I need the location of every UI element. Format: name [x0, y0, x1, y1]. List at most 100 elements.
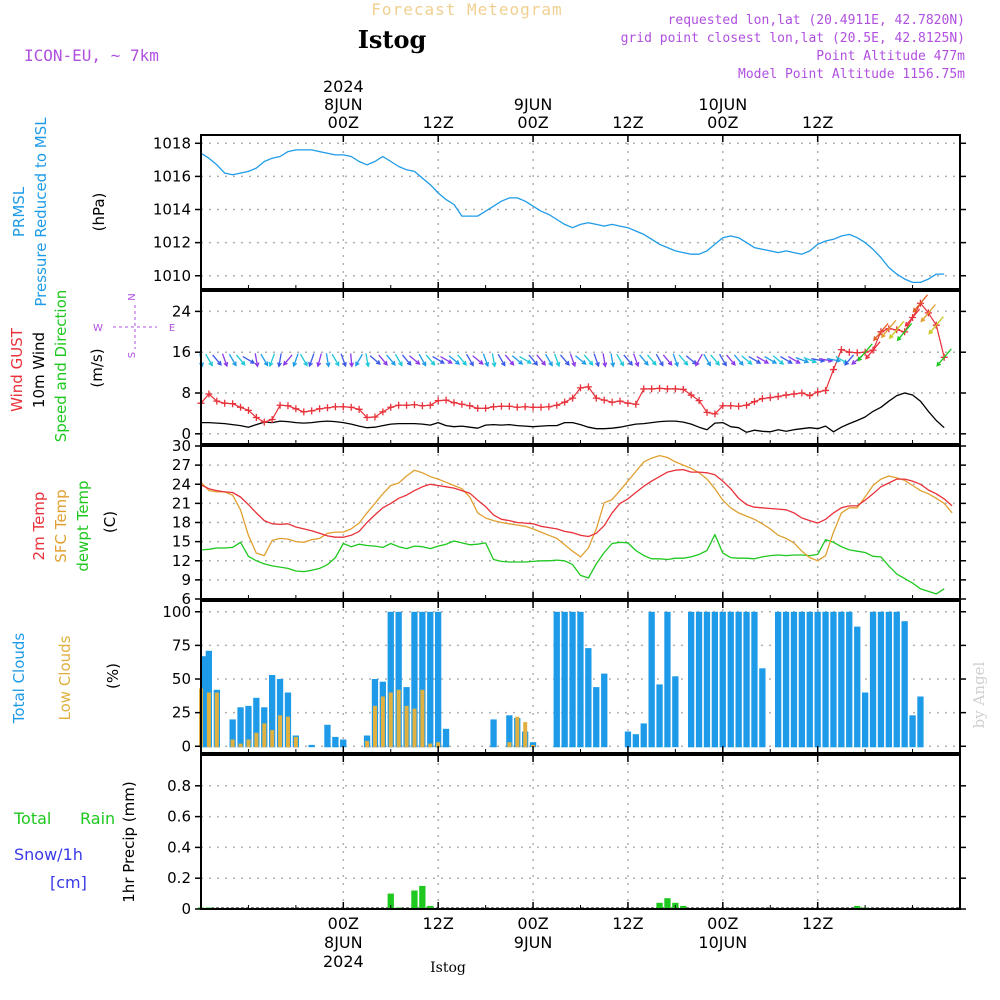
gust-label: Wind GUST: [8, 327, 26, 412]
low-cloud-bar: [515, 716, 520, 748]
precip-snow-unit: [cm]: [50, 873, 87, 892]
temperature-ytick-label: 30: [172, 437, 191, 455]
wind-direction-arrow: [803, 356, 818, 364]
wind-direction-arrow: [519, 356, 532, 364]
precip-frame: [200, 754, 961, 910]
gust-marker: [221, 399, 229, 407]
clouds-unit: (%): [104, 663, 122, 689]
total-cloud-bar: [751, 611, 758, 748]
wind-direction-arrow: [672, 353, 679, 368]
total-cloud-bar: [577, 611, 584, 748]
pressure-line: [200, 149, 945, 284]
wind-direction-arrow: [904, 308, 921, 327]
dewpt-line: [200, 533, 945, 595]
tick-labels-layer: 1010101210141016101808162469121518212427…: [8, 77, 833, 971]
gust-marker: [229, 400, 237, 408]
wind-direction-arrow: [844, 354, 854, 366]
bottom-day-label: 8JUN: [324, 933, 363, 952]
low-cloud-bar: [254, 732, 259, 748]
total-cloud-bar: [529, 742, 537, 748]
wind-direction-arrow: [466, 353, 474, 367]
pressure-ytick-label: 1012: [153, 234, 191, 252]
low-cloud-bar: [246, 739, 251, 748]
low-cloud-bar: [365, 740, 370, 748]
wind-direction-arrow: [418, 353, 427, 367]
total-cloud-bar: [269, 675, 276, 748]
compass-south: S: [127, 352, 138, 358]
total-cloud-bar: [553, 611, 560, 748]
temperature-ytick-label: 12: [172, 552, 191, 570]
wind-direction-arrow: [242, 356, 256, 364]
gust-marker: [774, 393, 782, 401]
top-hour-label: 12Z: [612, 113, 643, 132]
low-clouds-label: Low Clouds: [56, 635, 74, 720]
wind-direction-arrow: [448, 355, 461, 365]
wind-direction-arrow: [260, 353, 269, 367]
gust-marker: [743, 401, 751, 409]
bottom-hour-label: 12Z: [802, 914, 833, 933]
total-cloud-bar: [703, 611, 711, 748]
total-cloud-bar: [656, 684, 663, 748]
supertitle: Forecast Meteogram: [371, 0, 562, 19]
location-title: Istog: [358, 25, 427, 54]
total-cloud-bar: [308, 744, 315, 748]
precip-ytick-label: 0.2: [167, 869, 191, 887]
wind10m-label: 10m Wind: [30, 332, 48, 408]
gust-marker: [750, 398, 758, 406]
top-day-label: 9JUN: [514, 95, 553, 114]
gust-marker: [213, 397, 221, 405]
bottom-hour-label: 12Z: [423, 914, 454, 933]
bottom-hour-label: 00Z: [517, 914, 548, 933]
wind-direction-arrow: [928, 316, 944, 335]
low-cloud-bar: [262, 723, 267, 748]
gust-marker: [403, 401, 411, 409]
top-hour-label: 12Z: [802, 113, 833, 132]
gust-marker: [450, 399, 458, 407]
wind-direction-arrow: [733, 354, 744, 366]
total-cloud-bar: [688, 611, 695, 748]
gust-marker: [806, 392, 814, 400]
total-cloud-bar: [727, 611, 734, 748]
total-cloud-bar: [869, 611, 877, 748]
total-cloud-bar: [648, 611, 655, 748]
gust-line: [200, 302, 945, 423]
total-cloud-bar: [711, 611, 718, 748]
wind-direction-arrow: [228, 353, 237, 367]
gust-marker: [387, 403, 395, 411]
wind-direction-arrow: [491, 353, 497, 368]
wind-direction-arrow: [936, 348, 952, 367]
total-cloud-bar: [814, 611, 821, 748]
gust-marker: [648, 385, 656, 393]
gust-marker: [790, 390, 798, 398]
total-cloud-bar: [664, 611, 671, 748]
gust-marker: [592, 394, 600, 402]
low-cloud-bar: [396, 689, 401, 748]
total-cloud-bar: [387, 611, 394, 748]
compass-west: W: [93, 323, 103, 334]
low-cloud-bar: [373, 705, 377, 748]
wind-direction-arrow: [741, 355, 753, 365]
gust-marker: [395, 401, 403, 409]
temperature-ytick-label: 9: [181, 571, 191, 589]
gust-marker: [371, 413, 379, 421]
wind-direction-arrow: [504, 354, 515, 366]
total-cloud-bar: [276, 679, 284, 748]
wind-direction-arrow: [602, 353, 608, 368]
low-cloud-bar: [523, 722, 528, 748]
gust-marker: [529, 403, 537, 411]
wind-direction-arrow: [632, 353, 640, 368]
gust-marker: [822, 386, 830, 394]
clouds-ytick-label: 75: [172, 636, 191, 654]
temperature-ytick-label: 27: [172, 456, 191, 474]
total-cloud-bar: [695, 611, 703, 748]
gust-marker: [766, 394, 774, 402]
credit-watermark: by Angel: [970, 661, 988, 728]
wind-direction-arrow: [623, 354, 633, 366]
top-hour-label: 00Z: [517, 113, 548, 132]
total-cloud-bar: [253, 697, 260, 748]
total-cloud-bar: [427, 611, 434, 748]
total-cloud-bar: [838, 611, 845, 748]
gust-marker: [355, 405, 363, 413]
total-cloud-bar: [506, 715, 513, 748]
wind-direction-arrow: [560, 354, 570, 366]
